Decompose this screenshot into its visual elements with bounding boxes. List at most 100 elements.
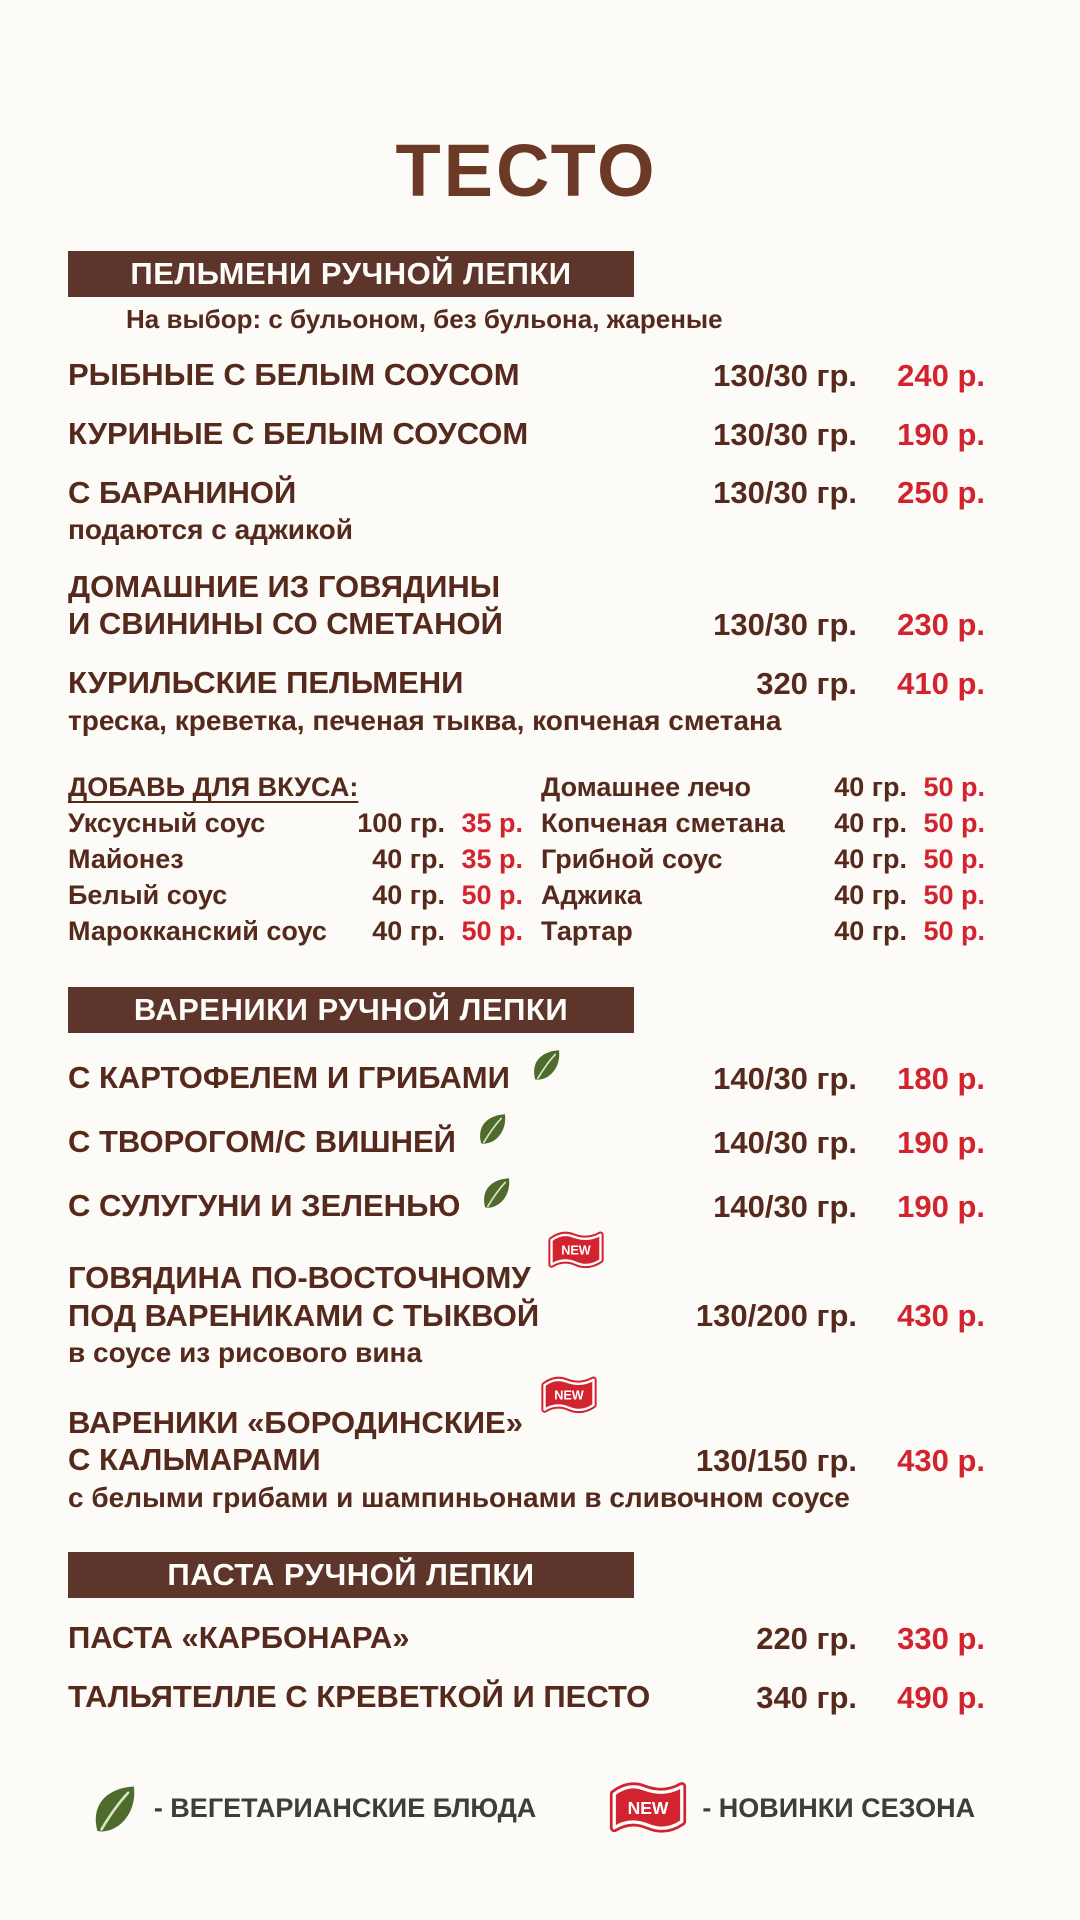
item-price: 190 р. <box>897 1124 985 1160</box>
menu-item: ПАСТА «КАРБОНАРА» 220 гр. 330 р. <box>68 1619 985 1657</box>
item-name: РЫБНЫЕ С БЕЛЫМ СОУСОМ <box>68 356 652 394</box>
item-row: ДОМАШНИЕ ИЗ ГОВЯДИНЫ И СВИНИНЫ СО СМЕТАНО… <box>68 568 985 644</box>
item-weight: 220 гр. <box>756 1621 857 1657</box>
extra-name: Копченая сметана <box>541 808 785 839</box>
menu-item: КУРИЛЬСКИЕ ПЕЛЬМЕНИ 320 гр. 410 р. треск… <box>68 664 985 737</box>
extra-price: 50 р. <box>923 916 985 947</box>
extra-row: Марокканский соус 40 гр. 50 р. <box>68 913 523 949</box>
item-name-text: С ТВОРОГОМ/С ВИШНЕЙ <box>68 1124 456 1160</box>
item-name-text: ВАРЕНИКИ «БОРОДИНСКИЕ» <box>68 1404 523 1440</box>
section-subtitle: На выбор: с бульоном, без бульона, жарен… <box>126 304 723 334</box>
section-header-label: ПЕЛЬМЕНИ РУЧНОЙ ЛЕПКИ <box>130 256 572 291</box>
extra-name: Уксусный соус <box>68 808 266 839</box>
extra-row: Грибной соус 40 гр. 50 р. <box>541 841 985 877</box>
extra-weight: 40 гр. <box>834 880 907 911</box>
item-name-text: С КАРТОФЕЛЕМ И ГРИБАМИ <box>68 1060 510 1096</box>
extra-name: Тартар <box>541 916 633 947</box>
item-name: КУРИЛЬСКИЕ ПЕЛЬМЕНИ <box>68 664 652 702</box>
item-name-text: ПАСТА «КАРБОНАРА» <box>68 1620 410 1656</box>
extra-weight: 100 гр. <box>357 808 445 839</box>
menu-section: ПЕЛЬМЕНИ РУЧНОЙ ЛЕПКИ На выбор: с бульон… <box>68 251 985 949</box>
menu-item: РЫБНЫЕ С БЕЛЫМ СОУСОМ 130/30 гр. 240 р. <box>68 356 985 394</box>
extra-price: 50 р. <box>923 772 985 803</box>
leaf-icon <box>95 1786 135 1832</box>
item-row: ГОВЯДИНА ПО-ВОСТОЧНОМУ NEW ПОД ВАРЕНИКАМ… <box>68 1231 985 1335</box>
extra-price: 35 р. <box>461 844 523 875</box>
menu-item: С ТВОРОГОМ/С ВИШНЕЙ 140/30 гр. 190 р. <box>68 1114 985 1161</box>
item-name-line: С ТВОРОГОМ/С ВИШНЕЙ <box>68 1114 652 1161</box>
extra-price: 50 р. <box>461 880 523 911</box>
new-badge-icon: NEW <box>600 1780 688 1838</box>
item-row: КУРИНЫЕ С БЕЛЫМ СОУСОМ 130/30 гр. 190 р. <box>68 415 985 453</box>
extra-name: Марокканский соус <box>68 916 327 947</box>
item-price: 490 р. <box>897 1679 985 1715</box>
extras-heading: ДОБАВЬ ДЛЯ ВКУСА: <box>68 772 359 803</box>
legend-new-label: - НОВИНКИ СЕЗОНА <box>702 1793 976 1824</box>
extra-weight: 40 гр. <box>372 844 445 875</box>
extra-row: Белый соус 40 гр. 50 р. <box>68 877 523 913</box>
item-row: С КАРТОФЕЛЕМ И ГРИБАМИ 140/30 гр. 180 р. <box>68 1050 985 1097</box>
item-price: 190 р. <box>897 416 985 452</box>
item-weight: 130/30 гр. <box>713 357 857 393</box>
item-name-line: ДОМАШНИЕ ИЗ ГОВЯДИНЫ <box>68 568 652 606</box>
item-name: ГОВЯДИНА ПО-ВОСТОЧНОМУ NEW ПОД ВАРЕНИКАМ… <box>68 1231 652 1335</box>
section-items: ПАСТА «КАРБОНАРА» 220 гр. 330 р. ТАЛЬЯТЕ… <box>68 1619 985 1716</box>
item-name: ТАЛЬЯТЕЛЛЕ С КРЕВЕТКОЙ И ПЕСТО <box>68 1678 652 1716</box>
item-row: ПАСТА «КАРБОНАРА» 220 гр. 330 р. <box>68 1619 985 1657</box>
extra-row: Домашнее лечо 40 гр. 50 р. <box>541 769 985 805</box>
extra-weight: 40 гр. <box>372 880 445 911</box>
item-name-line: С БАРАНИНОЙ <box>68 474 652 512</box>
extra-row: Копченая сметана 40 гр. 50 р. <box>541 805 985 841</box>
item-row: ВАРЕНИКИ «БОРОДИНСКИЕ» NEW С КАЛЬМАРАМИ … <box>68 1376 985 1480</box>
menu-item: ДОМАШНИЕ ИЗ ГОВЯДИНЫ И СВИНИНЫ СО СМЕТАНО… <box>68 568 985 644</box>
item-name-text: КУРИНЫЕ С БЕЛЫМ СОУСОМ <box>68 415 529 451</box>
item-name-text: С КАЛЬМАРАМИ <box>68 1442 321 1478</box>
svg-text:NEW: NEW <box>554 1388 584 1402</box>
menu-item: С КАРТОФЕЛЕМ И ГРИБАМИ 140/30 гр. 180 р. <box>68 1050 985 1097</box>
item-name-text: С СУЛУГУНИ И ЗЕЛЕНЬЮ <box>68 1187 461 1223</box>
svg-text:NEW: NEW <box>561 1243 591 1257</box>
item-name: С БАРАНИНОЙ <box>68 474 652 512</box>
item-row: С СУЛУГУНИ И ЗЕЛЕНЬЮ 140/30 гр. 190 р. <box>68 1178 985 1225</box>
item-name: С КАРТОФЕЛЕМ И ГРИБАМИ <box>68 1050 652 1097</box>
new-badge-icon: NEW <box>548 1231 604 1268</box>
item-row: РЫБНЫЕ С БЕЛЫМ СОУСОМ 130/30 гр. 240 р. <box>68 356 985 394</box>
legend: - ВЕГЕТАРИАНСКИЕ БЛЮДА NEW - НОВИНКИ СЕЗ… <box>68 1780 985 1838</box>
extra-name: Белый соус <box>68 880 228 911</box>
item-weight: 130/200 гр. <box>695 1298 857 1334</box>
leaf-icon <box>78 1783 140 1835</box>
legend-veg-label: - ВЕГЕТАРИАНСКИЕ БЛЮДА <box>153 1793 537 1824</box>
extra-weight: 40 гр. <box>834 844 907 875</box>
extra-price: 35 р. <box>461 808 523 839</box>
item-weight: 130/150 гр. <box>695 1443 857 1479</box>
item-row: С ТВОРОГОМ/С ВИШНЕЙ 140/30 гр. 190 р. <box>68 1114 985 1161</box>
item-name-line: ПОД ВАРЕНИКАМИ С ТЫКВОЙ <box>68 1297 652 1335</box>
item-price: 240 р. <box>897 357 985 393</box>
menu-item: С БАРАНИНОЙ 130/30 гр. 250 р. подаются с… <box>68 474 985 547</box>
item-name-line: ВАРЕНИКИ «БОРОДИНСКИЕ» NEW <box>68 1376 652 1442</box>
section-header-bar: ПЕЛЬМЕНИ РУЧНОЙ ЛЕПКИ <box>68 251 634 297</box>
extra-weight: 40 гр. <box>834 916 907 947</box>
item-name-line: С КАЛЬМАРАМИ <box>68 1441 652 1479</box>
svg-text:NEW: NEW <box>628 1798 669 1818</box>
item-weight: 140/30 гр. <box>713 1188 857 1224</box>
extra-price: 50 р. <box>923 844 985 875</box>
item-price: 250 р. <box>897 475 985 511</box>
extra-name: Аджика <box>541 880 642 911</box>
section-header-bar: ВАРЕНИКИ РУЧНОЙ ЛЕПКИ <box>68 987 634 1034</box>
extra-row: Аджика 40 гр. 50 р. <box>541 877 985 913</box>
extra-weight: 40 гр. <box>834 772 907 803</box>
item-name-line: ПАСТА «КАРБОНАРА» <box>68 1619 652 1657</box>
extra-weight: 40 гр. <box>372 916 445 947</box>
section-items: С КАРТОФЕЛЕМ И ГРИБАМИ 140/30 гр. 180 р.… <box>68 1050 985 1514</box>
item-price: 230 р. <box>897 607 985 643</box>
item-name: С СУЛУГУНИ И ЗЕЛЕНЬЮ <box>68 1178 652 1225</box>
item-name: ВАРЕНИКИ «БОРОДИНСКИЕ» NEW С КАЛЬМАРАМИ <box>68 1376 652 1480</box>
leaf-icon <box>484 1178 510 1208</box>
item-row: ТАЛЬЯТЕЛЛЕ С КРЕВЕТКОЙ И ПЕСТО 340 гр. 4… <box>68 1678 985 1716</box>
menu-item: С СУЛУГУНИ И ЗЕЛЕНЬЮ 140/30 гр. 190 р. <box>68 1178 985 1225</box>
leaf-icon <box>479 1114 505 1144</box>
extra-row: Уксусный соус 100 гр. 35 р. <box>68 805 523 841</box>
item-name-line: С СУЛУГУНИ И ЗЕЛЕНЬЮ <box>68 1178 652 1225</box>
